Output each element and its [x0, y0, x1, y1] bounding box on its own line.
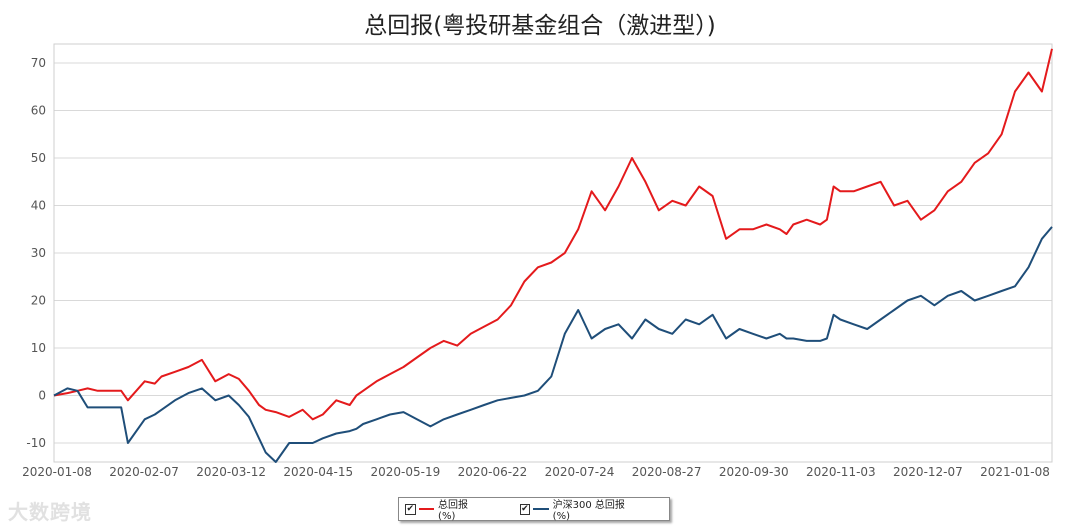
y-tick-label: 60 [31, 104, 46, 118]
chart-legend: ✔ 总回报(%) ✔ 沪深300 总回报(%) [398, 496, 670, 522]
x-tick-label: 2020-04-15 [283, 465, 353, 479]
plot-area [53, 43, 1053, 463]
legend-item-hs300-return[interactable]: ✔ 沪深300 总回报(%) [519, 496, 639, 522]
x-tick-label: 2020-08-27 [632, 465, 702, 479]
x-tick-label: 2021-01-08 [980, 465, 1050, 479]
x-tick-label: 2020-05-19 [370, 465, 440, 479]
series-line-total-return [53, 48, 1053, 421]
y-tick-label: 20 [31, 294, 46, 308]
y-tick-label: 50 [31, 151, 46, 165]
x-tick-label: 2020-01-08 [22, 465, 92, 479]
series-line-hs300-return [53, 226, 1053, 463]
y-tick-label: 40 [31, 199, 46, 213]
legend-label: 沪深300 总回报(%) [552, 500, 625, 522]
grid-lines [54, 62, 1052, 444]
legend-item-total-return[interactable]: ✔ 总回报(%) [405, 496, 484, 522]
y-tick-label: 10 [31, 341, 46, 355]
x-tick-label: 2020-09-30 [719, 465, 789, 479]
x-axis-tick-labels: 2020-01-08 2020-02-07 2020-03-12 2020-04-15… [22, 465, 1050, 479]
x-tick-label: 2020-02-07 [109, 465, 179, 479]
legend-checkbox-icon[interactable]: ✔ [405, 503, 416, 515]
legend-swatch [418, 508, 435, 510]
x-tick-label: 2020-06-22 [458, 465, 528, 479]
x-tick-label: 2020-03-12 [196, 465, 266, 479]
chart-title: 总回报(粤投研基金组合（激进型）) [364, 13, 716, 39]
legend-label: 总回报(%) [438, 500, 469, 522]
x-tick-label: 2020-12-07 [893, 465, 963, 479]
legend-checkbox-icon[interactable]: ✔ [519, 503, 531, 515]
legend-swatch [533, 508, 549, 510]
x-tick-label: 2020-11-03 [806, 465, 876, 479]
y-tick-label: 70 [31, 56, 46, 70]
y-tick-label: 30 [31, 246, 46, 260]
x-tick-label: 2020-07-24 [545, 465, 615, 479]
y-tick-label: -10 [26, 436, 46, 450]
series-lines [53, 48, 1053, 463]
y-axis-tick-labels: -10 0 10 20 30 40 50 60 70 [26, 56, 46, 450]
y-tick-label: 0 [38, 389, 46, 403]
watermark-logo: 大数跨境 [8, 500, 92, 524]
